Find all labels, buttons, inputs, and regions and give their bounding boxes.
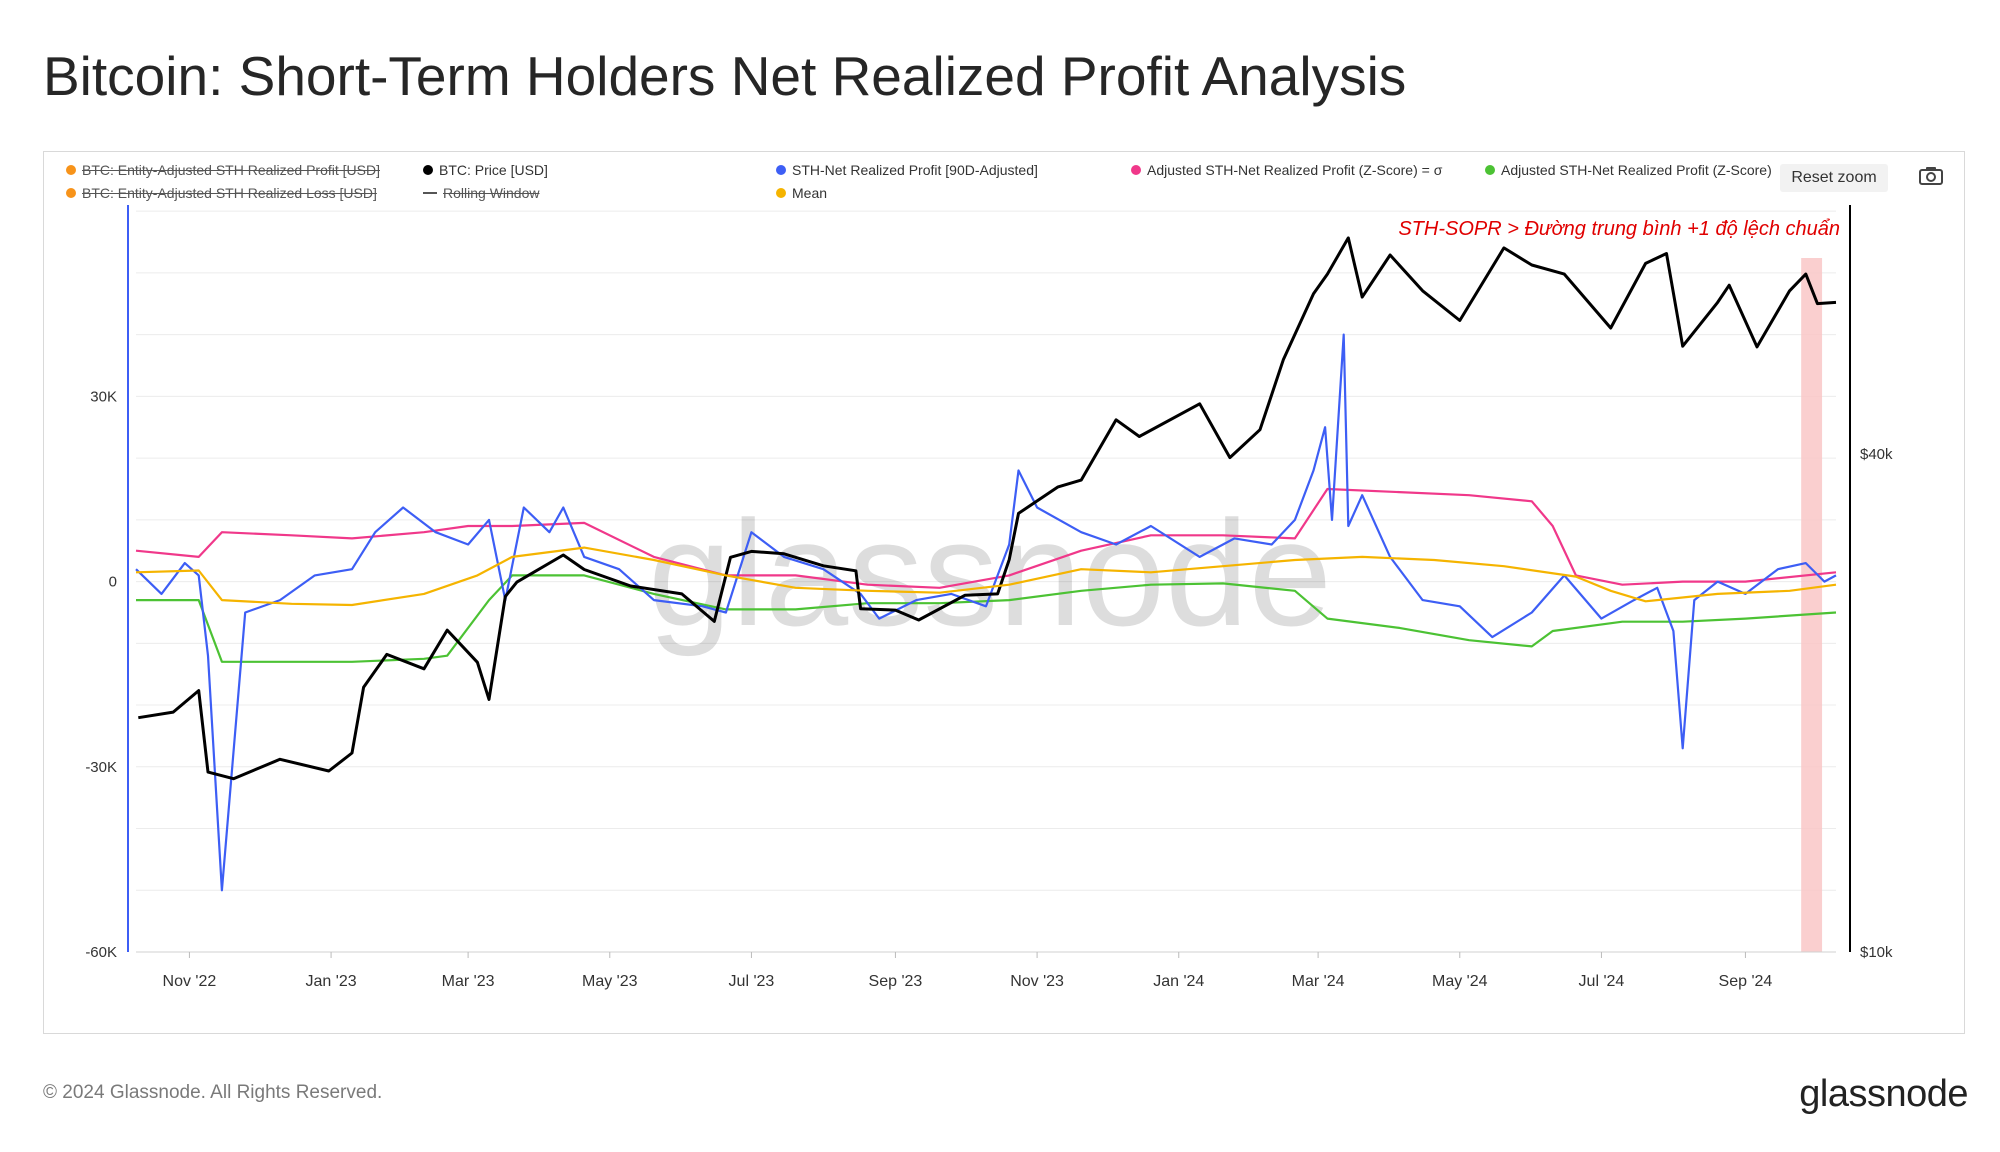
series-line-1 — [135, 333, 1837, 892]
legend-marker — [423, 165, 433, 175]
page-title: Bitcoin: Short-Term Holders Net Realized… — [43, 45, 1407, 107]
legend-marker — [1131, 165, 1141, 175]
camera-icon[interactable] — [1918, 165, 1944, 187]
watermark: glassnode — [648, 489, 1332, 657]
series-line-3 — [135, 487, 1837, 589]
legend-item-sth-net-realized-profit[interactable]: STH-Net Realized Profit [90D-Adjusted] — [776, 162, 1038, 178]
legend-item-mean[interactable]: Mean — [776, 185, 827, 201]
legend-item-sth-realized-profit[interactable]: BTC: Entity-Adjusted STH Realized Profit… — [66, 162, 380, 178]
legend-item-zscore[interactable]: Adjusted STH-Net Realized Profit (Z-Scor… — [1485, 162, 1772, 178]
legend-marker — [66, 188, 76, 198]
legend-label: BTC: Entity-Adjusted STH Realized Loss [… — [82, 185, 377, 201]
legend-marker — [423, 192, 437, 194]
legend-item-sth-realized-loss[interactable]: BTC: Entity-Adjusted STH Realized Loss [… — [66, 185, 377, 201]
y-left-tick-label: -30K — [85, 759, 117, 776]
legend-marker — [776, 165, 786, 175]
series-line-2 — [135, 546, 1837, 607]
legend-item-btc-price[interactable]: BTC: Price [USD] — [423, 162, 548, 178]
x-tick-label: Jul '24 — [1579, 973, 1625, 990]
legend-marker — [776, 188, 786, 198]
camera-icon-graphic — [1919, 167, 1943, 185]
x-tick-label: Mar '24 — [1292, 973, 1345, 990]
reset-zoom-button[interactable]: Reset zoom — [1780, 164, 1888, 192]
x-tick-label: Nov '23 — [1010, 973, 1064, 990]
y-right-tick-label: $40k — [1860, 446, 1893, 463]
x-tick-label: Mar '23 — [442, 973, 495, 990]
legend-label: BTC: Price [USD] — [439, 162, 548, 178]
y-left-tick-label: 0 — [109, 574, 117, 591]
x-tick-label: Sep '24 — [1719, 973, 1773, 990]
legend-label: Adjusted STH-Net Realized Profit (Z-Scor… — [1147, 162, 1443, 178]
chart-panel — [43, 151, 1965, 1034]
legend-label: BTC: Entity-Adjusted STH Realized Profit… — [82, 162, 380, 178]
legend-label: Mean — [792, 185, 828, 201]
x-tick-label: Jan '24 — [1153, 973, 1204, 990]
legend-label: STH-Net Realized Profit [90D-Adjusted] — [792, 162, 1038, 178]
copyright-text: © 2024 Glassnode. All Rights Reserved. — [43, 1082, 383, 1103]
x-tick-label: Jul '23 — [729, 973, 775, 990]
annotation-text: STH-SOPR > Đường trung bình +1 độ lệch c… — [1398, 218, 1840, 240]
y-left-tick-label: -60K — [85, 944, 117, 961]
x-tick-label: Nov '22 — [163, 973, 217, 990]
x-tick-label: Jan '23 — [306, 973, 357, 990]
y-left-tick-label: 30K — [90, 388, 117, 405]
highlight-band — [1801, 258, 1823, 952]
legend-label: Adjusted STH-Net Realized Profit (Z-Scor… — [1501, 162, 1772, 178]
y-right-tick-label: $10k — [1860, 944, 1893, 961]
legend-marker — [66, 165, 76, 175]
x-tick-label: Sep '23 — [869, 973, 923, 990]
series-line-0 — [138, 236, 1837, 781]
legend-item-rolling-window[interactable]: Rolling Window — [423, 185, 539, 201]
legend-marker — [1485, 165, 1495, 175]
legend-item-zscore-sigma[interactable]: Adjusted STH-Net Realized Profit (Z-Scor… — [1131, 162, 1442, 178]
legend-label: Rolling Window — [443, 185, 540, 201]
x-tick-label: May '24 — [1432, 973, 1488, 990]
x-tick-label: May '23 — [582, 973, 638, 990]
glassnode-logo: glassnode — [1799, 1073, 1968, 1115]
